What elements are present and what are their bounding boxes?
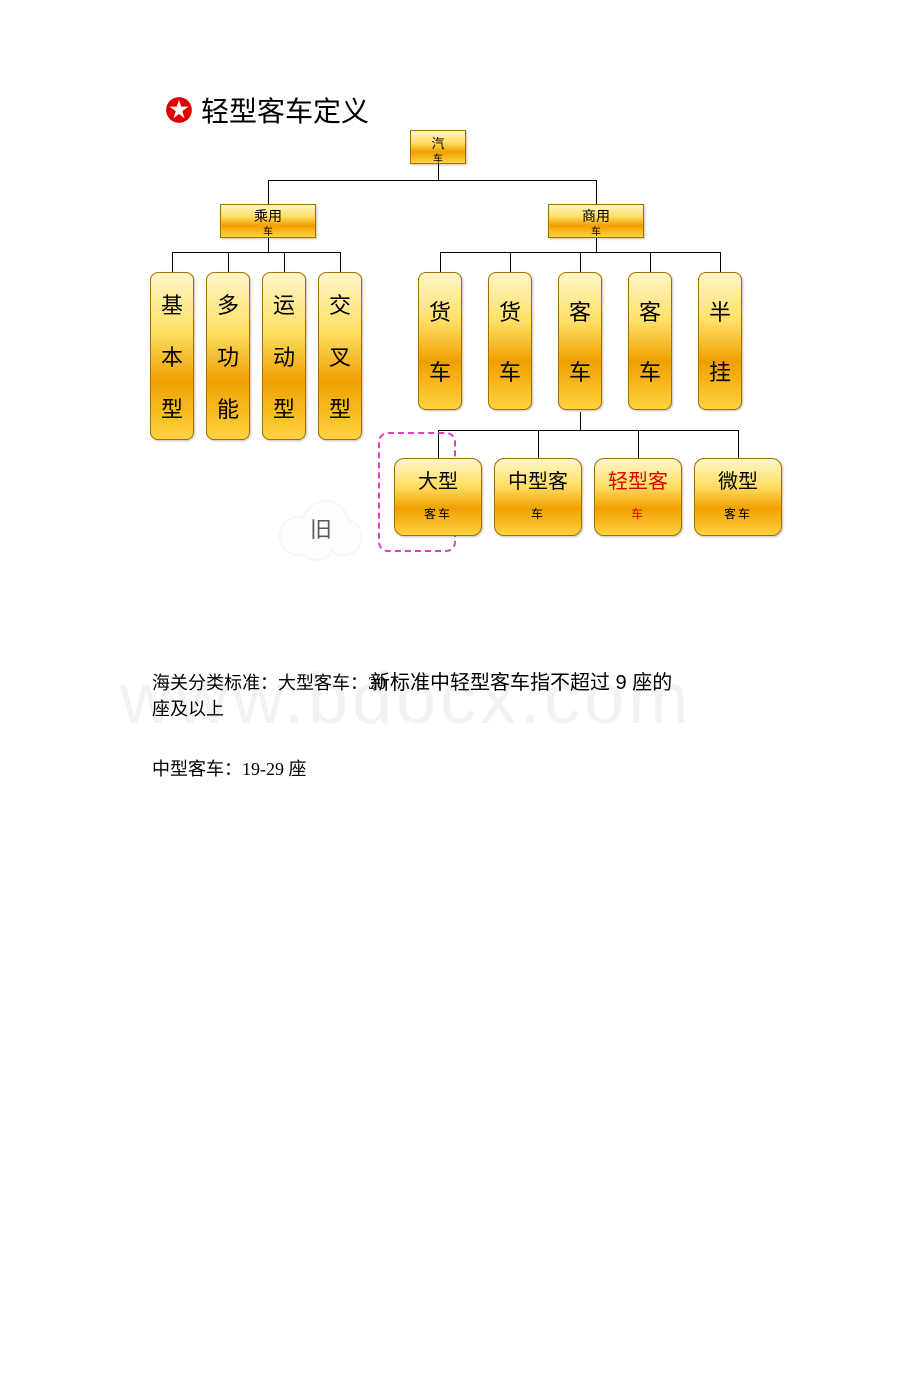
connector xyxy=(596,238,597,252)
cloud-label: 旧 xyxy=(276,500,366,560)
diagram-title: 轻型客车定义 xyxy=(201,90,369,130)
node-label: 乘用 xyxy=(254,210,282,225)
node-bus-leaf: 微型 客车 xyxy=(694,458,782,536)
char: 型 xyxy=(161,392,183,424)
node-sub: 车 xyxy=(433,154,443,164)
connector xyxy=(438,164,439,180)
connector xyxy=(596,180,597,204)
connector xyxy=(720,252,721,272)
char: 型 xyxy=(329,392,351,424)
char: 挂 xyxy=(709,355,731,387)
char: 多 xyxy=(217,288,239,320)
leaf-line2: 客车 xyxy=(395,501,481,527)
connector xyxy=(340,252,341,272)
node-sub: 车 xyxy=(263,227,273,238)
connector xyxy=(650,252,651,272)
node-commercial-child: 半 挂 xyxy=(698,272,742,410)
node-label: 汽 xyxy=(431,136,444,151)
cloud-text: 旧 xyxy=(310,517,332,542)
node-commercial: 商用 车 xyxy=(548,204,644,238)
text: 新标准中轻型客车指不超过 9 座的 xyxy=(370,672,672,694)
connector xyxy=(738,430,739,458)
leaf-line1: 大型 xyxy=(395,469,481,495)
node-sub: 车 xyxy=(591,227,601,238)
connector xyxy=(284,252,285,272)
node-root: 汽 车 xyxy=(410,130,466,164)
leaf-line1: 微型 xyxy=(695,469,781,495)
char: 客 xyxy=(639,295,661,327)
char: 车 xyxy=(499,355,521,387)
connector xyxy=(580,252,581,272)
paragraph-mid-bus: 中型客车：19-29 座 xyxy=(152,756,307,782)
connector xyxy=(440,252,441,272)
char: 客 xyxy=(569,295,591,327)
char: 动 xyxy=(273,340,295,372)
node-bus-leaf: 中型客 车 xyxy=(494,458,582,536)
char: 能 xyxy=(217,392,239,424)
connector xyxy=(228,252,229,272)
connector xyxy=(438,430,738,431)
leaf-line1: 中型客 xyxy=(495,469,581,495)
connector xyxy=(172,252,173,272)
char: 货 xyxy=(499,295,521,327)
connector xyxy=(580,412,581,430)
text: 座及以上 xyxy=(152,699,224,719)
node-passenger-child: 交 叉 型 xyxy=(318,272,362,440)
char: 半 xyxy=(709,295,731,327)
node-passenger-child: 运 动 型 xyxy=(262,272,306,440)
connector xyxy=(638,430,639,458)
tree-diagram: 轻型客车定义 汽 车 乘用 车 商用 车 基 本 型 xyxy=(0,80,920,640)
char: 叉 xyxy=(329,340,351,372)
connector xyxy=(268,180,596,181)
node-commercial-child: 货 车 xyxy=(488,272,532,410)
char: 车 xyxy=(429,355,451,387)
leaf-line2: 车 xyxy=(495,501,581,527)
char: 型 xyxy=(273,392,295,424)
node-bus-leaf-highlight: 轻型客 车 xyxy=(594,458,682,536)
node-passenger-child: 多 功 能 xyxy=(206,272,250,440)
leaf-line1: 轻型客 xyxy=(595,469,681,495)
char: 车 xyxy=(639,355,661,387)
paragraph-new-standard: 新标准中轻型客车指不超过 9 座的 xyxy=(370,670,790,696)
node-commercial-child: 客 车 xyxy=(628,272,672,410)
node-passenger: 乘用 车 xyxy=(220,204,316,238)
text: 中型客车：19-29 座 xyxy=(152,759,307,779)
char: 基 xyxy=(161,288,183,320)
char: 货 xyxy=(429,295,451,327)
diagram-title-row: 轻型客车定义 xyxy=(165,90,369,130)
node-bus-leaf: 大型 客车 xyxy=(394,458,482,536)
char: 运 xyxy=(273,288,295,320)
node-commercial-child: 货 车 xyxy=(418,272,462,410)
leaf-line2: 客车 xyxy=(695,501,781,527)
leaf-line2: 车 xyxy=(595,501,681,527)
char: 交 xyxy=(329,288,351,320)
char: 本 xyxy=(161,340,183,372)
connector xyxy=(172,252,340,253)
connector xyxy=(268,180,269,204)
star-icon xyxy=(165,96,193,124)
node-passenger-child: 基 本 型 xyxy=(150,272,194,440)
char: 功 xyxy=(217,340,239,372)
char: 车 xyxy=(569,355,591,387)
connector xyxy=(510,252,511,272)
connector xyxy=(268,238,269,252)
node-label: 商用 xyxy=(582,210,610,225)
connector xyxy=(538,430,539,458)
text: 海关分类标准：大型客车：30 xyxy=(152,673,386,693)
node-commercial-child-bus: 客 车 xyxy=(558,272,602,410)
